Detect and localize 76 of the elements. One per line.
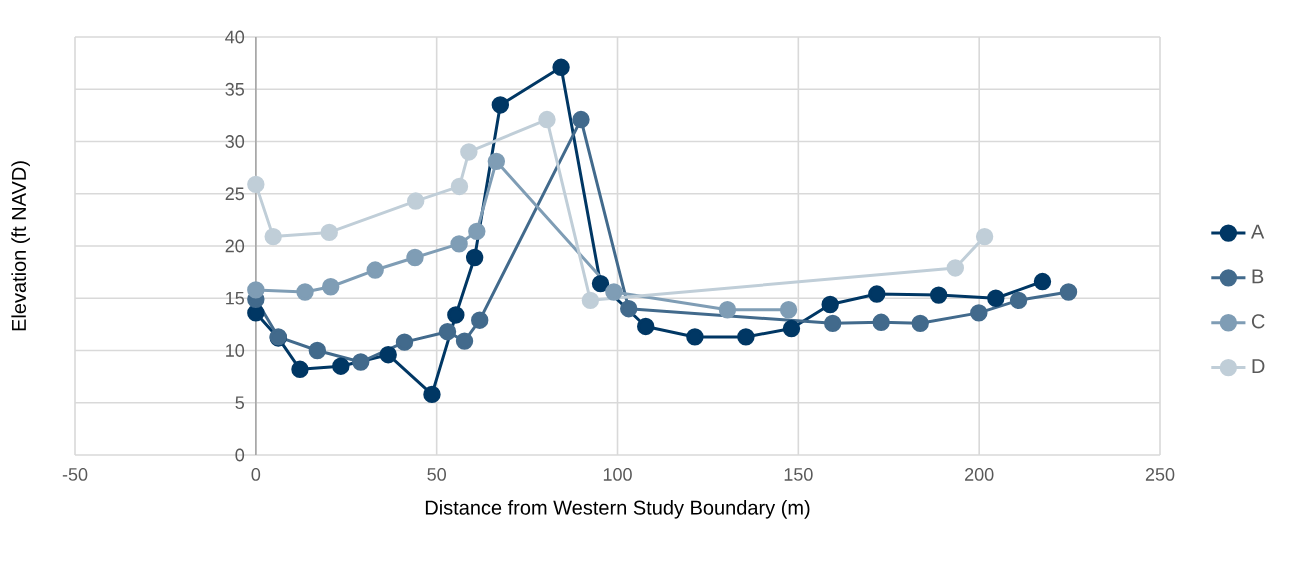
y-tick-label: 10 xyxy=(226,344,245,357)
y-tick-label: 25 xyxy=(225,187,245,201)
point xyxy=(322,278,340,296)
y-tick-label: 0 xyxy=(235,448,245,462)
point xyxy=(407,192,425,210)
point xyxy=(779,301,798,319)
point xyxy=(465,248,484,267)
y-tick-label: 30 xyxy=(225,135,245,148)
point xyxy=(970,304,988,322)
point xyxy=(264,227,282,246)
legend-label: A xyxy=(1250,224,1265,239)
point xyxy=(538,110,556,129)
x-tick-label: 50 xyxy=(427,468,446,481)
legend-label: D xyxy=(1252,359,1265,373)
y-tick-label: 40 xyxy=(225,30,245,44)
point xyxy=(352,353,370,371)
point xyxy=(468,222,486,241)
point xyxy=(605,283,623,301)
point xyxy=(552,58,570,77)
point xyxy=(1009,291,1028,310)
point xyxy=(491,96,510,114)
y-tick-label: 5 xyxy=(235,396,245,410)
point xyxy=(447,306,465,324)
point xyxy=(737,328,755,346)
x-axis-title: Distance from Western Study Boundary (m) xyxy=(425,500,810,519)
point xyxy=(821,295,839,314)
point xyxy=(929,286,948,304)
y-tick-label: 35 xyxy=(225,82,245,96)
x-tick-label: 250 xyxy=(1145,468,1175,481)
point xyxy=(718,301,737,319)
legend-label: B xyxy=(1252,269,1264,284)
point xyxy=(423,385,441,404)
point xyxy=(975,227,994,246)
x-tick-label: 100 xyxy=(603,468,632,481)
point xyxy=(320,223,338,242)
point xyxy=(455,332,474,350)
point xyxy=(247,304,265,322)
point xyxy=(308,341,327,360)
point xyxy=(366,261,384,279)
point xyxy=(637,317,655,336)
point xyxy=(911,314,929,333)
point xyxy=(581,291,600,310)
point xyxy=(1059,283,1078,301)
point xyxy=(824,314,842,333)
point xyxy=(1033,272,1052,291)
point xyxy=(450,235,468,253)
point xyxy=(620,300,638,318)
point xyxy=(406,248,424,267)
point xyxy=(987,289,1005,307)
point xyxy=(868,285,886,303)
point xyxy=(872,313,890,331)
point xyxy=(296,283,314,301)
point xyxy=(379,345,397,364)
point xyxy=(460,143,478,161)
y-axis-title: Elevation (ft NAVD) xyxy=(11,161,30,331)
point xyxy=(247,281,265,299)
x-tick-label: -50 xyxy=(62,468,88,481)
x-tick-label: 0 xyxy=(251,468,261,481)
point xyxy=(247,175,265,194)
point xyxy=(591,274,610,293)
point xyxy=(946,259,964,277)
point xyxy=(487,152,506,171)
x-tick-label: 150 xyxy=(784,468,813,481)
point xyxy=(450,177,469,196)
y-tick-label: 20 xyxy=(225,239,245,253)
point xyxy=(438,322,457,341)
point xyxy=(572,110,590,129)
legend-label: C xyxy=(1251,314,1265,329)
point xyxy=(686,328,704,346)
point xyxy=(471,311,489,329)
y-tick-label: 15 xyxy=(226,291,245,305)
point xyxy=(332,357,350,375)
point xyxy=(782,319,801,338)
x-tick-label: 200 xyxy=(965,468,994,481)
point xyxy=(395,333,414,351)
point xyxy=(291,360,309,379)
